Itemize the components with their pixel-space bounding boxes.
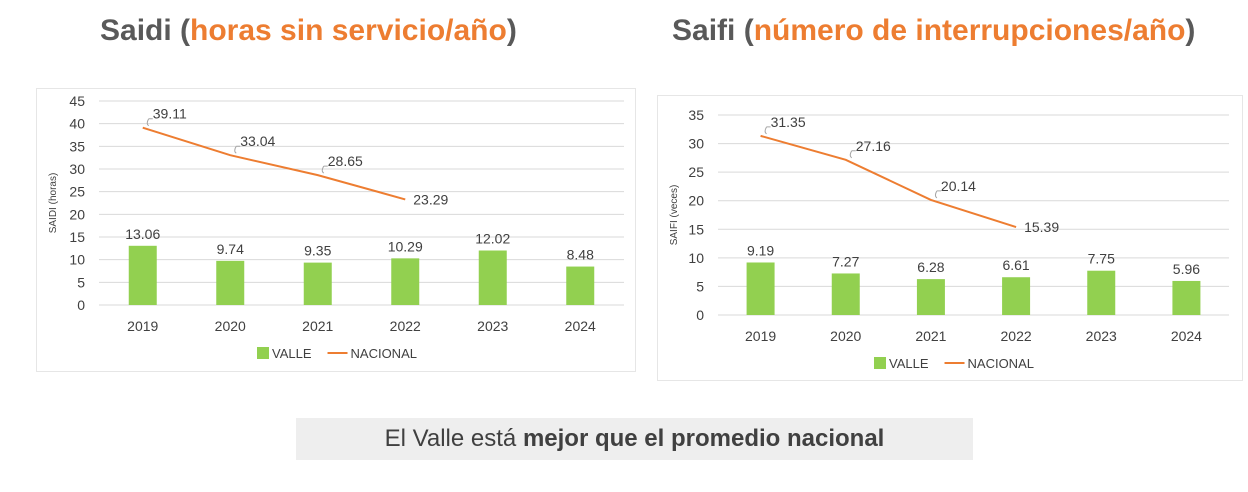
y-tick-label: 10	[688, 250, 704, 266]
data-label-leader	[146, 118, 153, 127]
bar-valle	[831, 273, 860, 315]
x-tick-label: 2019	[127, 318, 158, 334]
legend-swatch-valle	[257, 347, 269, 359]
y-tick-label: 0	[77, 297, 85, 313]
x-tick-label: 2020	[215, 318, 246, 334]
saifi-chart: 0 5 10 15 20 25 30 35 SAIFI (veces) 9.19 7.27 6.28 6…	[669, 107, 1229, 371]
x-tick-label: 2019	[745, 328, 776, 344]
x-tick-label: 2024	[565, 318, 596, 334]
bar-valle	[391, 258, 420, 305]
bar-data-label: 7.75	[1088, 251, 1115, 267]
legend-label: VALLE	[272, 346, 312, 361]
bar-valle	[566, 266, 595, 305]
conclusion-banner: El Valle está mejor que el promedio naci…	[296, 418, 973, 460]
bar-valle	[1172, 280, 1201, 315]
bar-data-label: 9.19	[747, 242, 774, 258]
x-tick-label: 2023	[477, 318, 508, 334]
x-tick-label: 2021	[302, 318, 333, 334]
saifi-title-close: )	[1185, 14, 1196, 47]
saidi-title-highlight: horas sin servicio/año	[190, 14, 507, 47]
legend-label: VALLE	[889, 356, 929, 371]
x-tick-label: 2020	[830, 328, 861, 344]
data-label-leader	[234, 145, 241, 154]
bar-valle	[1002, 277, 1031, 315]
y-tick-label: 5	[696, 278, 704, 294]
saifi-title-main: Saifi	[672, 14, 736, 47]
y-tick-label: 35	[688, 107, 704, 123]
bar-data-label: 12.02	[475, 231, 510, 247]
y-axis-label: SAIDI (horas)	[48, 173, 59, 234]
line-data-label: 31.35	[771, 114, 806, 130]
bar-data-label: 10.29	[388, 238, 423, 254]
y-tick-label: 30	[688, 136, 704, 152]
conclusion-prefix: El Valle está	[384, 425, 523, 452]
y-tick-label: 25	[688, 164, 704, 180]
bar-data-label: 7.27	[832, 253, 859, 269]
y-tick-label: 40	[69, 116, 85, 132]
legend-label: NACIONAL	[351, 346, 417, 361]
saidi-chart-panel: 0 5 10 15 20 25 30 35 40 45 SAIDI (horas) 13.06 9.74…	[36, 88, 636, 372]
bar-valle	[128, 245, 157, 305]
line-data-label: 23.29	[413, 191, 448, 207]
bar-valle	[1087, 270, 1116, 315]
y-tick-label: 20	[69, 206, 85, 222]
line-data-label: 27.16	[856, 138, 891, 154]
saifi-chart-panel: 0 5 10 15 20 25 30 35 SAIFI (veces) 9.19 7.27 6.28 6…	[657, 95, 1243, 381]
saifi-title: Saifi (número de interrupciones/año)	[672, 14, 1195, 48]
bar-data-label: 5.96	[1173, 261, 1200, 277]
bar-data-label: 13.06	[125, 226, 160, 242]
saidi-title-close: )	[506, 14, 517, 47]
y-tick-label: 45	[69, 93, 85, 109]
saidi-title-open: (	[171, 14, 191, 47]
line-data-label: 28.65	[328, 153, 363, 169]
saidi-title: Saidi (horas sin servicio/año)	[100, 14, 517, 48]
x-tick-label: 2024	[1171, 328, 1202, 344]
bar-data-label: 6.28	[917, 259, 944, 275]
bar-valle	[216, 260, 245, 305]
y-tick-label: 35	[69, 138, 85, 154]
y-axis-label: SAIFI (veces)	[669, 185, 680, 246]
saifi-title-highlight: número de interrupciones/año	[753, 14, 1186, 47]
bar-valle	[746, 262, 775, 315]
x-tick-label: 2021	[915, 328, 946, 344]
line-nacional	[142, 126, 406, 201]
data-label-leader	[321, 165, 328, 174]
saidi-title-main: Saidi	[100, 14, 172, 47]
line-data-label: 33.04	[240, 133, 275, 149]
y-tick-label: 30	[69, 161, 85, 177]
y-tick-label: 20	[688, 193, 704, 209]
y-tick-label: 10	[69, 252, 85, 268]
data-label-leader	[934, 190, 941, 199]
bar-data-label: 9.74	[217, 241, 244, 257]
bar-data-label: 8.48	[567, 247, 594, 263]
saifi-title-open: (	[735, 14, 754, 47]
bar-valle	[303, 262, 332, 305]
bar-valle	[916, 279, 945, 315]
line-data-label: 20.14	[941, 178, 976, 194]
x-tick-label: 2023	[1086, 328, 1117, 344]
conclusion-bold: mejor que el promedio nacional	[522, 425, 885, 452]
legend-swatch-valle	[874, 357, 886, 369]
saidi-chart: 0 5 10 15 20 25 30 35 40 45 SAIDI (horas) 13.06 9.74…	[48, 93, 624, 361]
x-tick-label: 2022	[390, 318, 421, 334]
bar-data-label: 6.61	[1002, 257, 1029, 273]
line-data-label: 15.39	[1024, 219, 1059, 235]
legend-label: NACIONAL	[968, 356, 1034, 371]
bar-valle	[478, 250, 507, 305]
data-label-leader	[764, 126, 771, 135]
y-tick-label: 5	[77, 274, 85, 290]
x-tick-label: 2022	[1001, 328, 1032, 344]
line-nacional	[760, 134, 1017, 229]
y-tick-label: 15	[688, 221, 704, 237]
bar-data-label: 9.35	[304, 243, 331, 259]
line-data-label: 39.11	[153, 106, 187, 122]
y-tick-label: 0	[696, 307, 704, 323]
y-tick-label: 25	[69, 184, 85, 200]
data-label-leader	[849, 150, 856, 159]
y-tick-label: 15	[69, 229, 85, 245]
